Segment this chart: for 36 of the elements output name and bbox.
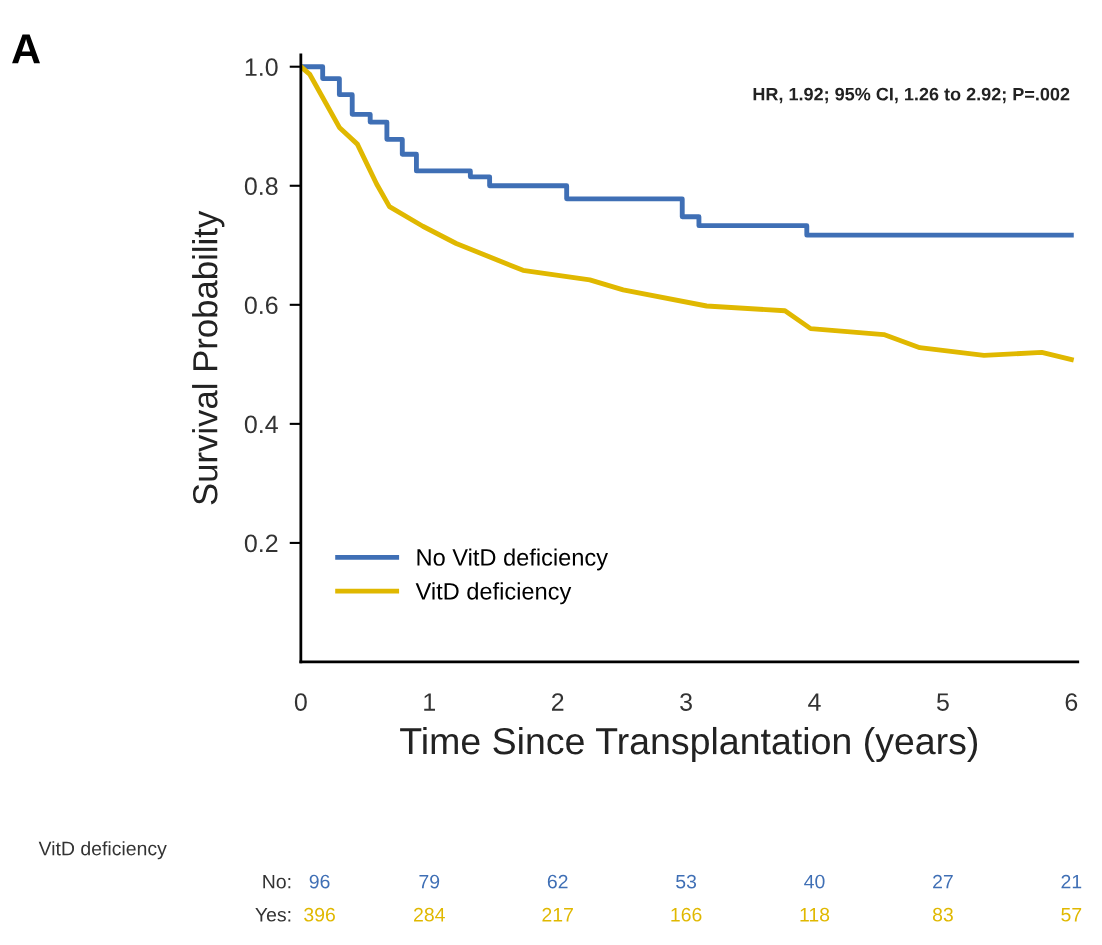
text: 96 <box>309 874 330 889</box>
text: 83 <box>932 907 953 922</box>
text: VitD deficiency <box>38 841 167 860</box>
text: 21 <box>1061 874 1082 889</box>
text: 166 <box>671 907 702 922</box>
x-tick-label: 3 <box>680 693 692 711</box>
x-tick-label: 4 <box>808 693 821 711</box>
y-tick-label: 0.8 <box>244 177 278 196</box>
text: 53 <box>676 874 697 889</box>
y-tick-label: 0.6 <box>244 296 278 315</box>
line-series <box>300 64 1074 363</box>
text: 284 <box>414 907 445 922</box>
x-tick-label: 1 <box>424 693 435 711</box>
y-tick-label: 0.4 <box>244 415 278 434</box>
x-axis-title: Time Since Transplantation (years) <box>400 726 978 762</box>
y-tick-label: 0.2 <box>244 534 278 553</box>
text: 396 <box>304 907 335 922</box>
text: 40 <box>804 874 825 889</box>
text: 62 <box>547 874 568 889</box>
text: A <box>12 34 41 64</box>
annotation: HR, 1.92; 95% CI, 1.26 to 2.92; P=.002 <box>753 87 1070 104</box>
x-tick-label: 2 <box>551 693 564 711</box>
x-tick-label: 5 <box>936 693 949 711</box>
y-tick-label: 1.0 <box>245 58 278 77</box>
x-tick-label: 6 <box>1065 693 1078 711</box>
text: Yes: <box>255 908 291 922</box>
x-tick-label: 0 <box>294 693 307 711</box>
text: 27 <box>933 874 953 889</box>
legend-label: VitD deficiency <box>415 582 572 605</box>
text: 79 <box>419 874 440 889</box>
text: 217 <box>542 907 573 922</box>
y-axis-title: Survival Probability <box>192 210 225 505</box>
text: 57 <box>1061 908 1082 922</box>
text: 118 <box>800 907 830 922</box>
legend-label: No VitD deficiency <box>417 548 608 571</box>
text: No: <box>263 874 291 889</box>
